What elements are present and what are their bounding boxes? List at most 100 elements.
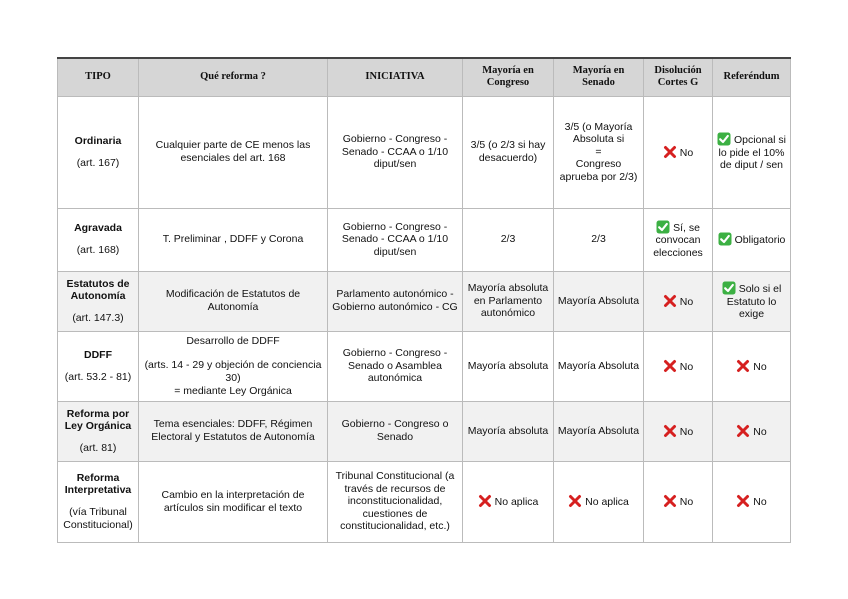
table-cell: 2/3: [553, 207, 644, 272]
tipo-ref: (art. 167): [76, 156, 120, 169]
tipo-ref: (art. 53.2 - 81): [64, 370, 132, 383]
cell-text: No: [753, 425, 767, 438]
tipo-name: Reforma por Ley Orgánica: [64, 407, 132, 433]
tipo-cell: Reforma Interpretativa (vía Tribunal Cons…: [57, 460, 139, 543]
table-row: Estatutos de Autonomía (art. 147.3) Modifi…: [57, 270, 791, 332]
tipo-ref: (art. 168): [76, 244, 120, 256]
table-row: Reforma por Ley Orgánica (art. 81) Tema es…: [57, 400, 791, 462]
cell-text: 2/3: [500, 233, 516, 246]
table-cell: Sí, se convocan elecciones: [643, 207, 713, 272]
table-cell: Mayoría Absoluta: [553, 330, 644, 402]
cell-text: Mayoría absoluta en Parlamento autonómic…: [467, 282, 549, 320]
cell-text: Modificación de Estatutos de Autonomía: [165, 288, 301, 313]
table-cell: Tribunal Constitucional (a través de rec…: [327, 460, 463, 543]
header-cell: Disolución Cortes G: [643, 57, 713, 97]
tipo-name: DDFF: [84, 348, 112, 361]
cell-text: No: [679, 425, 694, 438]
cell-text: Gobierno - Congreso - Senado o Asamblea …: [342, 347, 448, 385]
cell-text: 2/3: [591, 233, 606, 246]
cell-text: Obligatorio: [734, 234, 786, 247]
check-icon: [718, 232, 732, 246]
table-cell: Desarrollo de DDFF (arts. 14 - 29 y objec…: [138, 330, 328, 402]
table-cell: 3/5 (o 2/3 si hay desacuerdo): [462, 95, 554, 209]
tipo-ref: (art. 81): [79, 441, 117, 454]
cell-text: Cambio en la interpretación de artículos…: [161, 488, 305, 514]
cell-text: No: [679, 295, 694, 308]
table-cell: No: [643, 330, 713, 402]
cross-icon: [663, 424, 676, 437]
reform-table: TIPO Qué reforma ? INICIATIVA Mayoría en Co…: [57, 57, 791, 543]
table-cell: 3/5 (o Mayoría Absoluta si = Congreso apru…: [553, 95, 644, 209]
cross-icon: [478, 495, 491, 508]
table-cell: No: [643, 270, 713, 332]
cell-text: No: [679, 496, 694, 509]
header-cell: TIPO: [57, 57, 139, 97]
cell-line: 3/5 (o Mayoría Absoluta si: [564, 120, 633, 146]
cell-line: =: [595, 145, 602, 158]
header-cell: Mayoría en Senado: [553, 57, 644, 97]
table-cell: No aplica: [553, 460, 644, 543]
check-icon: [722, 281, 736, 295]
table-cell: Opcional si lo pide el 10% de diput / se…: [712, 95, 791, 209]
table-cell: Mayoría absoluta: [462, 400, 554, 462]
cross-icon: [737, 495, 750, 508]
cell-text: Solo si el Estatuto lo exige: [726, 283, 782, 321]
cell-line: = mediante Ley Orgánica: [174, 384, 292, 397]
table-cell: 2/3: [462, 207, 554, 272]
table-cell: Solo si el Estatuto lo exige: [712, 270, 791, 332]
tipo-ref: (art. 147.3): [72, 311, 124, 324]
header-cell: Qué reforma ?: [138, 57, 328, 97]
table-cell: No: [643, 95, 713, 209]
cell-text: Mayoría Absoluta: [557, 424, 640, 437]
tipo-name: Reforma Interpretativa: [64, 471, 132, 497]
tipo-ref: (vía Tribunal Constitucional): [63, 506, 133, 531]
check-icon: [717, 132, 731, 146]
cell-text: Mayoría absoluta: [467, 424, 549, 437]
table-cell: Gobierno - Congreso - Senado - CCAA o 1/…: [327, 207, 463, 272]
cell-text: No aplica: [585, 496, 629, 509]
cross-icon: [569, 495, 582, 508]
header-cell: Referéndum: [712, 57, 791, 97]
header-cell: INICIATIVA: [327, 57, 463, 97]
check-icon: [656, 220, 670, 234]
table-cell: Mayoría Absoluta: [553, 400, 644, 462]
cell-text: Gobierno - Congreso - Senado - CCAA o 1/…: [341, 133, 449, 171]
tipo-cell: Reforma por Ley Orgánica (art. 81): [57, 400, 139, 462]
tipo-cell: DDFF (art. 53.2 - 81): [57, 330, 139, 402]
cell-text: 3/5 (o 2/3 si hay desacuerdo): [470, 139, 546, 164]
table-row: Reforma Interpretativa (vía Tribunal Cons…: [57, 460, 791, 543]
table-cell: Obligatorio: [712, 207, 791, 272]
table-row: Ordinaria (art. 167) Cualquier parte de CE…: [57, 95, 791, 209]
cell-text: Sí, se convocan elecciones: [653, 221, 703, 259]
cell-text: T. Preliminar , DDFF y Corona: [162, 233, 304, 246]
table-cell: No: [643, 400, 713, 462]
cell-line: (arts. 14 - 29 y objeción de conciencia …: [144, 359, 322, 384]
cross-icon: [663, 145, 676, 158]
cell-text: Tema esenciales: DDFF, Régimen Electoral…: [151, 418, 315, 443]
tipo-name: Estatutos de Autonomía: [66, 277, 130, 303]
cell-text: No: [679, 146, 694, 159]
cell-text: Gobierno - Congreso - Senado - CCAA o 1/…: [341, 220, 449, 258]
cell-text: Mayoría absoluta: [467, 359, 549, 372]
cell-text: Cualquier parte de CE menos las esencial…: [155, 139, 311, 164]
table-cell: Cambio en la interpretación de artículos…: [138, 460, 328, 543]
cross-icon: [737, 359, 750, 372]
table-cell: Gobierno - Congreso o Senado: [327, 400, 463, 462]
cell-text: Mayoría Absoluta: [557, 359, 640, 372]
table-row: Agravada (art. 168) T. Preliminar , DDFF y…: [57, 207, 791, 272]
cell-text: Opcional si lo pide el 10% de diput / se…: [718, 134, 786, 172]
table-cell: Gobierno - Congreso - Senado - CCAA o 1/…: [327, 95, 463, 209]
table-cell: T. Preliminar , DDFF y Corona: [138, 207, 328, 272]
tipo-cell: Agravada (art. 168): [57, 207, 139, 272]
tipo-cell: Estatutos de Autonomía (art. 147.3): [57, 270, 139, 332]
table-body: Ordinaria (art. 167) Cualquier parte de CE…: [57, 95, 791, 543]
table-cell: No aplica: [462, 460, 554, 543]
table-cell: No: [712, 330, 791, 402]
tipo-cell: Ordinaria (art. 167): [57, 95, 139, 209]
cell-line: Congreso aprueba por 2/3): [559, 158, 638, 183]
table-cell: No: [712, 460, 791, 543]
cell-text: Gobierno - Congreso o Senado: [341, 418, 449, 443]
cell-text: No: [753, 496, 767, 509]
table-cell: Mayoría Absoluta: [553, 270, 644, 332]
